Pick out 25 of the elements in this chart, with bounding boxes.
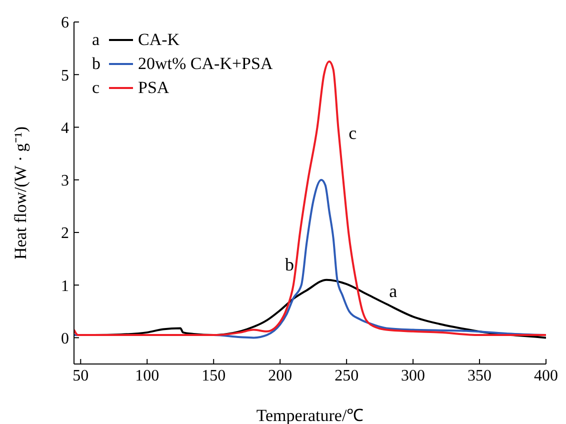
annotation: b xyxy=(285,254,294,274)
x-tick-label: 150 xyxy=(202,367,226,384)
y-tick-label: 1 xyxy=(61,278,69,295)
y-tick-label: 4 xyxy=(61,120,69,137)
text: b xyxy=(92,54,100,73)
x-tick-label: 100 xyxy=(135,367,160,384)
x-tick-label: 250 xyxy=(334,367,359,384)
annotation: c xyxy=(348,122,357,143)
y-tick-label: 5 xyxy=(61,67,69,84)
text: a xyxy=(92,30,100,49)
legend-label: CA-K xyxy=(138,29,180,51)
x-tick-label: 350 xyxy=(468,367,492,384)
x-tick-label: 200 xyxy=(268,367,292,384)
x-tick-label: 300 xyxy=(401,367,426,384)
x-tick-label: 400 xyxy=(534,367,558,384)
text: c xyxy=(92,78,100,97)
y-tick-label: 0 xyxy=(61,330,69,348)
x-tick-label: 50 xyxy=(72,367,89,384)
y-tick-label: 6 xyxy=(61,14,69,32)
y-tick-label: 2 xyxy=(61,225,69,242)
legend-label: 20wt% CA-K+PSA xyxy=(138,53,273,75)
y-axis-title: Heat flow/(W · g⁻¹) xyxy=(11,126,30,260)
legend-label: PSA xyxy=(138,77,170,99)
y-tick-label: 3 xyxy=(61,172,69,190)
annotation: a xyxy=(389,281,398,302)
